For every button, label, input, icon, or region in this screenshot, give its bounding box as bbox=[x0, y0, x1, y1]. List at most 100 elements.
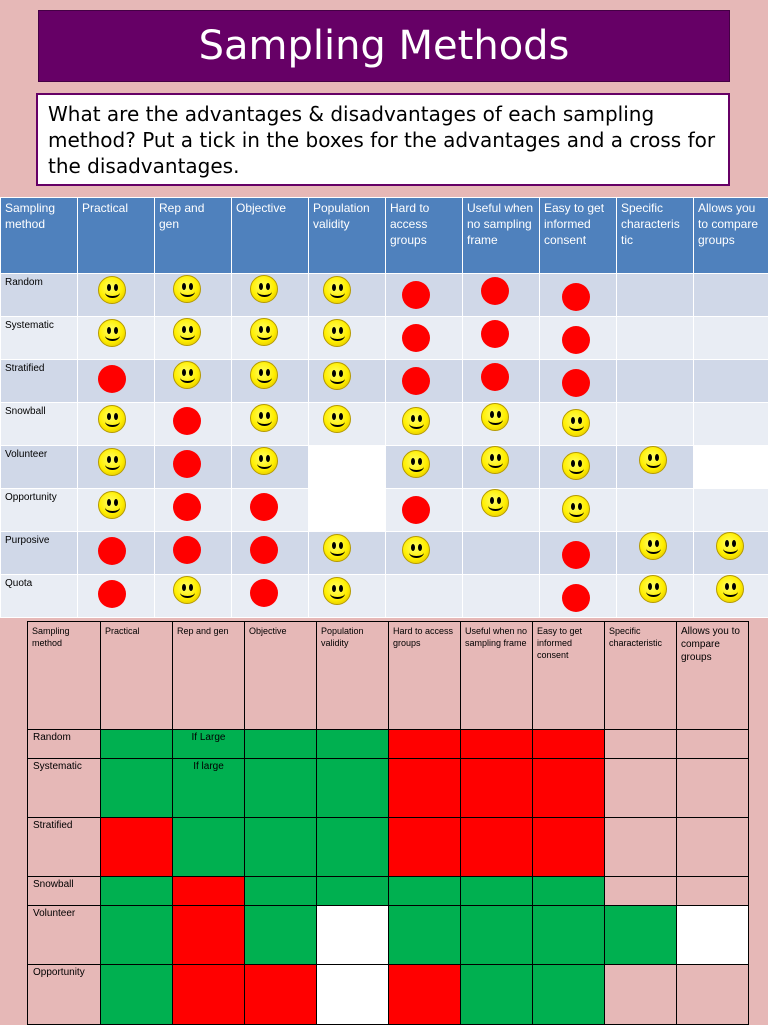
table1-row-label: Systematic bbox=[1, 317, 78, 360]
table2-header-5: Hard to access groups bbox=[389, 622, 461, 730]
table2-cell bbox=[245, 877, 317, 906]
table1-cell bbox=[386, 274, 463, 317]
table2-header-1: Practical bbox=[101, 622, 173, 730]
table2-cell bbox=[317, 965, 389, 1025]
table2-header-9: Allows you to compare groups bbox=[677, 622, 749, 730]
table2-cell bbox=[461, 877, 533, 906]
table1-cell bbox=[540, 360, 617, 403]
table1-header-4: Population validity bbox=[309, 198, 386, 274]
table1-row-label: Snowball bbox=[1, 403, 78, 446]
smiley-icon bbox=[481, 489, 509, 517]
table1-cell bbox=[617, 403, 694, 446]
table1-row-label: Purposive bbox=[1, 532, 78, 575]
smiley-icon bbox=[250, 404, 278, 432]
table1-cell bbox=[309, 446, 386, 489]
table1-cell bbox=[540, 446, 617, 489]
table1-cell bbox=[155, 360, 232, 403]
table1-cell bbox=[78, 532, 155, 575]
table1-cell bbox=[540, 317, 617, 360]
table1-cell bbox=[155, 403, 232, 446]
smiley-icon bbox=[402, 536, 430, 564]
table1-cell bbox=[463, 274, 540, 317]
table1-header-9: Allows you to compare groups bbox=[694, 198, 768, 274]
table2-cell bbox=[317, 906, 389, 965]
red-dot-icon bbox=[562, 369, 590, 397]
table1-cell bbox=[78, 489, 155, 532]
smiley-icon bbox=[250, 447, 278, 475]
table1-cell bbox=[694, 317, 768, 360]
table1-row: Purposive bbox=[1, 532, 768, 575]
smiley-icon bbox=[481, 403, 509, 431]
table1-cell bbox=[617, 274, 694, 317]
table1-row-label: Quota bbox=[1, 575, 78, 618]
table2-cell bbox=[173, 877, 245, 906]
table1-row: Random bbox=[1, 274, 768, 317]
table2-cell bbox=[101, 730, 173, 759]
table1-cell bbox=[78, 274, 155, 317]
red-dot-icon bbox=[98, 365, 126, 393]
smiley-icon bbox=[250, 361, 278, 389]
smiley-icon bbox=[639, 532, 667, 560]
table2-header-2: Rep and gen bbox=[173, 622, 245, 730]
smiley-icon bbox=[323, 319, 351, 347]
table2-cell bbox=[389, 759, 461, 818]
table2-header-7: Easy to get informed consent bbox=[533, 622, 605, 730]
table2-row: Volunteer bbox=[28, 906, 749, 965]
table1-cell bbox=[155, 575, 232, 618]
table1-cell bbox=[386, 489, 463, 532]
table2-cell bbox=[389, 730, 461, 759]
table1-row-label: Opportunity bbox=[1, 489, 78, 532]
table2-row-label: Stratified bbox=[28, 818, 101, 877]
table1-cell bbox=[155, 317, 232, 360]
smiley-icon bbox=[98, 405, 126, 433]
table2-row: Stratified bbox=[28, 818, 749, 877]
table2-cell bbox=[245, 730, 317, 759]
smiley-icon bbox=[639, 446, 667, 474]
table1-cell bbox=[155, 446, 232, 489]
smiley-icon bbox=[716, 532, 744, 560]
table2-cell bbox=[605, 906, 677, 965]
table1-cell bbox=[155, 489, 232, 532]
table1-row: Quota bbox=[1, 575, 768, 618]
smiley-icon bbox=[716, 575, 744, 603]
smiley-icon bbox=[323, 276, 351, 304]
red-dot-icon bbox=[402, 496, 430, 524]
table2-header-6: Useful when no sampling frame bbox=[461, 622, 533, 730]
table2-cell bbox=[677, 877, 749, 906]
smiley-icon bbox=[562, 452, 590, 480]
table1-cell bbox=[309, 489, 386, 532]
table2-row-label: Volunteer bbox=[28, 906, 101, 965]
table2-cell bbox=[533, 730, 605, 759]
table1-cell bbox=[463, 317, 540, 360]
table1-row: Stratified bbox=[1, 360, 768, 403]
smiley-icon bbox=[402, 407, 430, 435]
table2-cell bbox=[317, 730, 389, 759]
table1-cell bbox=[309, 403, 386, 446]
table1-cell bbox=[78, 403, 155, 446]
table1-cell bbox=[232, 446, 309, 489]
table2-cell bbox=[173, 965, 245, 1025]
smiley-icon bbox=[323, 534, 351, 562]
table2-cell bbox=[245, 759, 317, 818]
table1-cell bbox=[540, 403, 617, 446]
table1-header-3: Objective bbox=[232, 198, 309, 274]
smiley-icon bbox=[173, 275, 201, 303]
instructions-box: What are the advantages & disadvantages … bbox=[36, 93, 730, 186]
table1-header-2: Rep and gen bbox=[155, 198, 232, 274]
smiley-icon bbox=[98, 319, 126, 347]
table1-row: Snowball bbox=[1, 403, 768, 446]
table2-header-4: Population validity bbox=[317, 622, 389, 730]
red-dot-icon bbox=[562, 326, 590, 354]
table1-cell bbox=[78, 317, 155, 360]
table2-cell bbox=[101, 759, 173, 818]
table2-cell bbox=[461, 965, 533, 1025]
table1-cell bbox=[540, 274, 617, 317]
table1-cell bbox=[540, 489, 617, 532]
table1-cell bbox=[540, 575, 617, 618]
table1-cell bbox=[232, 317, 309, 360]
table1-row: Opportunity bbox=[1, 489, 768, 532]
smiley-icon bbox=[98, 448, 126, 476]
table2-cell bbox=[245, 818, 317, 877]
table2-cell bbox=[245, 965, 317, 1025]
